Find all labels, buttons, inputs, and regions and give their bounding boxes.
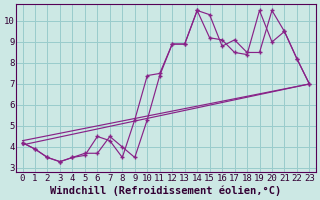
X-axis label: Windchill (Refroidissement éolien,°C): Windchill (Refroidissement éolien,°C)	[50, 185, 282, 196]
